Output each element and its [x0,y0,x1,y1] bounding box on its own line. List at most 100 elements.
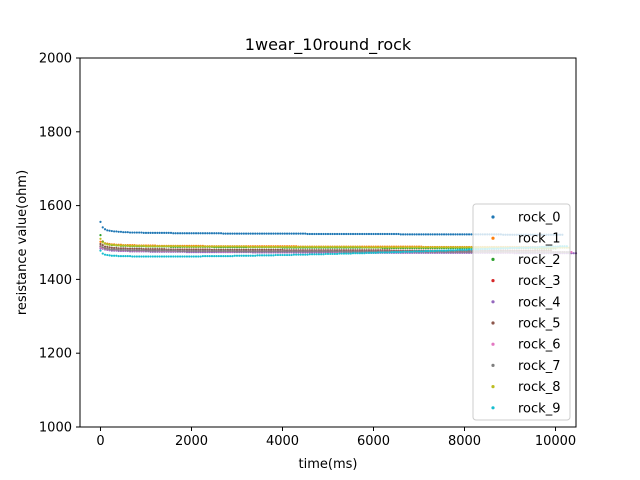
data-point [256,232,259,235]
data-point [240,232,243,235]
data-point [140,249,143,252]
legend-item-rock_4: rock_4 [491,295,560,310]
data-point [163,249,166,252]
data-point [179,255,182,258]
data-point [336,250,339,253]
data-point [194,255,198,258]
data-point [422,246,425,249]
data-point [169,245,173,248]
legend-item-rock_5: rock_5 [491,317,560,332]
data-point [199,245,202,248]
data-point [147,245,150,248]
data-point [167,245,170,248]
data-point [231,255,234,258]
data-point [358,245,361,249]
data-point [376,232,380,236]
data-point [431,249,434,253]
data-point [470,246,473,249]
data-point [149,249,152,252]
data-point [103,247,107,250]
legend-marker [491,236,495,240]
data-point [254,250,257,253]
data-point [408,233,412,236]
data-point [417,246,421,249]
data-point [285,253,289,257]
data-point [320,253,323,256]
data-point [342,245,346,249]
data-point [183,255,186,258]
data-point [135,244,138,247]
data-point [197,245,200,248]
data-point [306,232,309,236]
data-point [295,232,298,235]
data-point [108,243,111,246]
data-point [358,232,361,236]
data-point [229,255,232,258]
data-point [340,245,343,249]
data-point [160,231,164,235]
data-point [356,252,359,255]
data-point [376,246,380,249]
data-point [204,245,207,248]
data-point [317,250,320,253]
data-point [106,247,109,250]
data-point [338,245,341,249]
data-point [147,249,150,252]
legend-label: rock_9 [518,401,560,416]
data-point [386,246,389,249]
data-point [138,249,141,252]
data-point [290,250,293,253]
data-point [179,232,182,235]
legend-item-rock_1: rock_1 [491,232,560,247]
data-point [131,249,134,252]
data-point [363,252,366,255]
data-point [147,255,150,258]
data-point [190,255,193,258]
data-point [153,231,157,235]
data-point [242,254,245,257]
data-point [338,232,341,236]
data-point [144,255,148,258]
data-point [467,250,471,253]
data-point [119,248,123,251]
data-point [192,232,195,235]
data-point [106,245,109,249]
data-point [260,250,264,253]
data-point [222,255,225,258]
data-point [103,245,107,248]
data-point [301,245,305,249]
data-point [233,254,236,257]
data-point [295,253,298,256]
data-point [427,233,430,236]
y-tick-label: 1000 [39,421,72,436]
data-point [308,232,311,236]
data-point [449,233,452,236]
data-point [183,245,186,248]
data-point [292,245,295,249]
data-point [379,232,382,236]
legend-marker [491,406,495,410]
data-point [367,232,371,236]
data-point [288,253,291,257]
data-point [160,249,164,252]
data-point [142,255,145,258]
data-point [251,254,255,257]
data-point [188,249,191,253]
data-point [281,250,284,253]
data-point [244,254,248,257]
data-point [181,245,184,248]
data-point [238,232,241,235]
data-point [370,246,373,249]
data-point [351,245,355,249]
data-point [276,250,280,253]
data-point [113,230,116,233]
data-point [254,245,257,249]
data-point [340,252,343,255]
data-point [135,231,138,234]
data-point [224,232,227,235]
data-point [290,253,293,257]
data-point [113,254,116,257]
data-point [449,246,452,249]
data-point [140,231,143,234]
data-point [226,245,229,248]
